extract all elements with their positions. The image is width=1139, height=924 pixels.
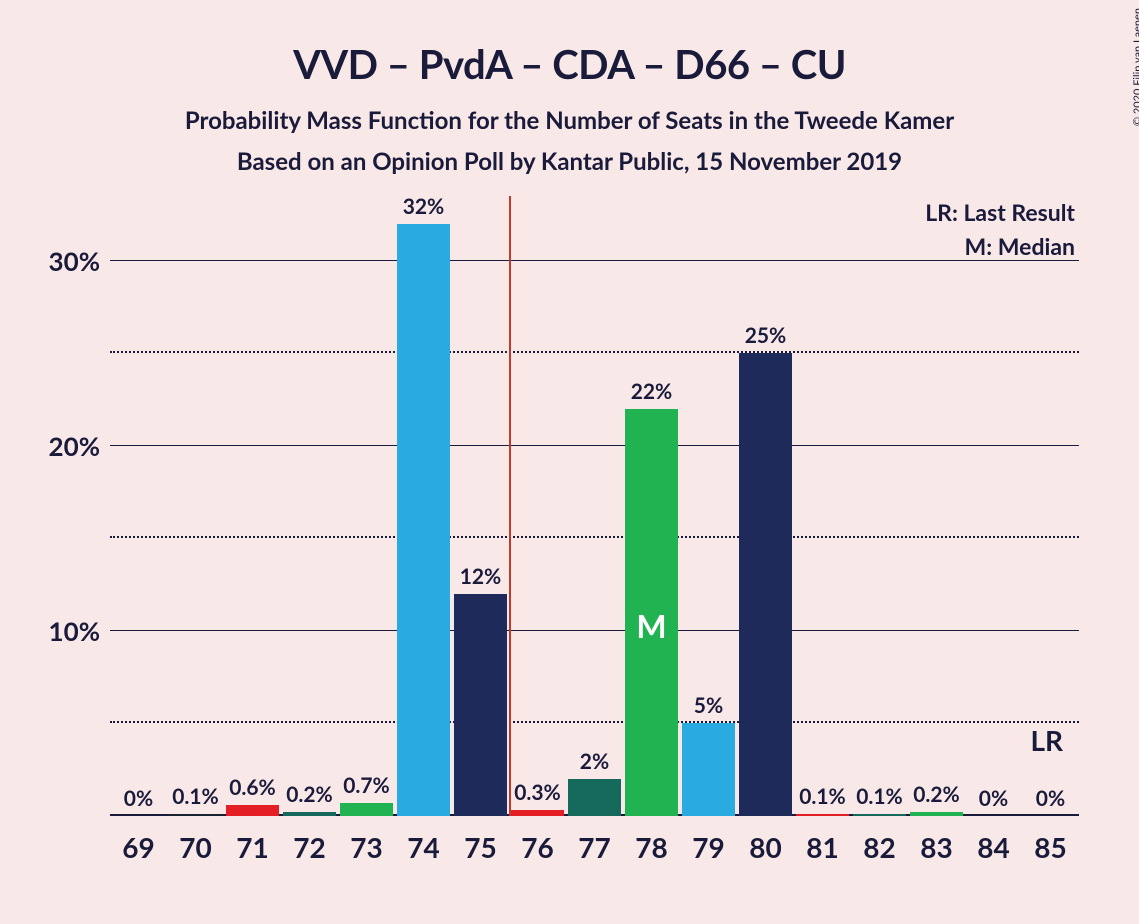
bar: 22%M [625,409,679,816]
bar-slot: 0.2%72 [281,196,338,816]
plot-area: 10%20%30%0%690.1%700.6%710.2%720.7%7332%… [110,196,1079,816]
bar-slot: 32%74 [395,196,452,816]
bar-slot: 12%75 [452,196,509,816]
bar-slot: 0%84 [965,196,1022,816]
x-axis-label: 70 [179,816,211,864]
bar: 32% [397,224,451,816]
bar-slot: 0.1%82 [851,196,908,816]
bar-value-label: 0% [979,786,1008,816]
bar-value-label: 0.6% [229,775,276,805]
bar-slot: 0.7%73 [338,196,395,816]
bar-value-label: 22% [631,379,673,409]
bar-value-label: 25% [745,323,787,353]
y-axis-label: 10% [49,615,110,647]
bar-value-label: 0.1% [856,784,903,814]
x-axis-label: 81 [806,816,838,864]
last-result-marker: LR [1031,723,1064,757]
y-axis-label: 30% [49,245,110,277]
bar-slot: 25%80 [737,196,794,816]
bar-slot: 0.2%83 [908,196,965,816]
bar-value-label: 0.2% [286,782,333,812]
bar: 25% [739,353,793,816]
bar-value-label: 0.3% [514,780,561,810]
x-axis-label: 84 [977,816,1009,864]
bar-value-label: 32% [403,194,445,224]
bar: 2% [568,779,622,816]
bar-value-label: 2% [580,749,609,779]
x-axis-label: 83 [920,816,952,864]
copyright-text: © 2020 Filip van Laenen [1131,8,1139,126]
x-axis-label: 77 [578,816,610,864]
bar-slot: 2%77 [566,196,623,816]
x-axis-label: 69 [122,816,154,864]
x-axis-label: 73 [350,816,382,864]
bar-slot: 0.1%70 [167,196,224,816]
x-axis-label: 85 [1034,816,1066,864]
chart-title: VVD – PvdA – CDA – D66 – CU [40,40,1099,88]
chart-container: VVD – PvdA – CDA – D66 – CU Probability … [0,0,1139,924]
bar-value-label: 0% [124,786,153,816]
bar-value-label: 0.7% [343,773,390,803]
bar-slot: 5%79 [680,196,737,816]
chart-subtitle-1: Probability Mass Function for the Number… [40,106,1099,135]
bar-slot: 22%M78 [623,196,680,816]
x-axis-label: 71 [236,816,268,864]
bar: 0.7% [340,803,394,816]
legend-median: M: Median [965,232,1075,260]
x-axis-label: 74 [407,816,439,864]
bar-value-label: 5% [694,693,723,723]
bar: 0.6% [226,805,280,816]
x-axis-label: 80 [749,816,781,864]
chart-subtitle-2: Based on an Opinion Poll by Kantar Publi… [40,147,1099,176]
y-axis-label: 20% [49,430,110,462]
bar: 12% [454,594,508,816]
bar-slot: 0.3%76 [509,196,566,816]
bar: 5% [682,723,736,816]
x-axis-label: 82 [863,816,895,864]
legend-lr: LR: Last Result [925,198,1075,226]
threshold-line [509,196,511,816]
bar-value-label: 0.1% [799,784,846,814]
bar-value-label: 0.2% [913,782,960,812]
bar-value-label: 0% [1036,786,1065,816]
bar-slot: 0.6%71 [224,196,281,816]
bars-container: 0%690.1%700.6%710.2%720.7%7332%7412%750.… [110,196,1079,816]
x-axis-label: 72 [293,816,325,864]
x-axis-label: 76 [521,816,553,864]
bar-value-label: 0.1% [172,784,219,814]
x-axis-label: 78 [635,816,667,864]
bar-value-label: 12% [460,564,502,594]
x-axis-label: 79 [692,816,724,864]
median-marker: M [636,606,666,645]
bar-slot: 0.1%81 [794,196,851,816]
x-axis-label: 75 [464,816,496,864]
bar-slot: 0%69 [110,196,167,816]
